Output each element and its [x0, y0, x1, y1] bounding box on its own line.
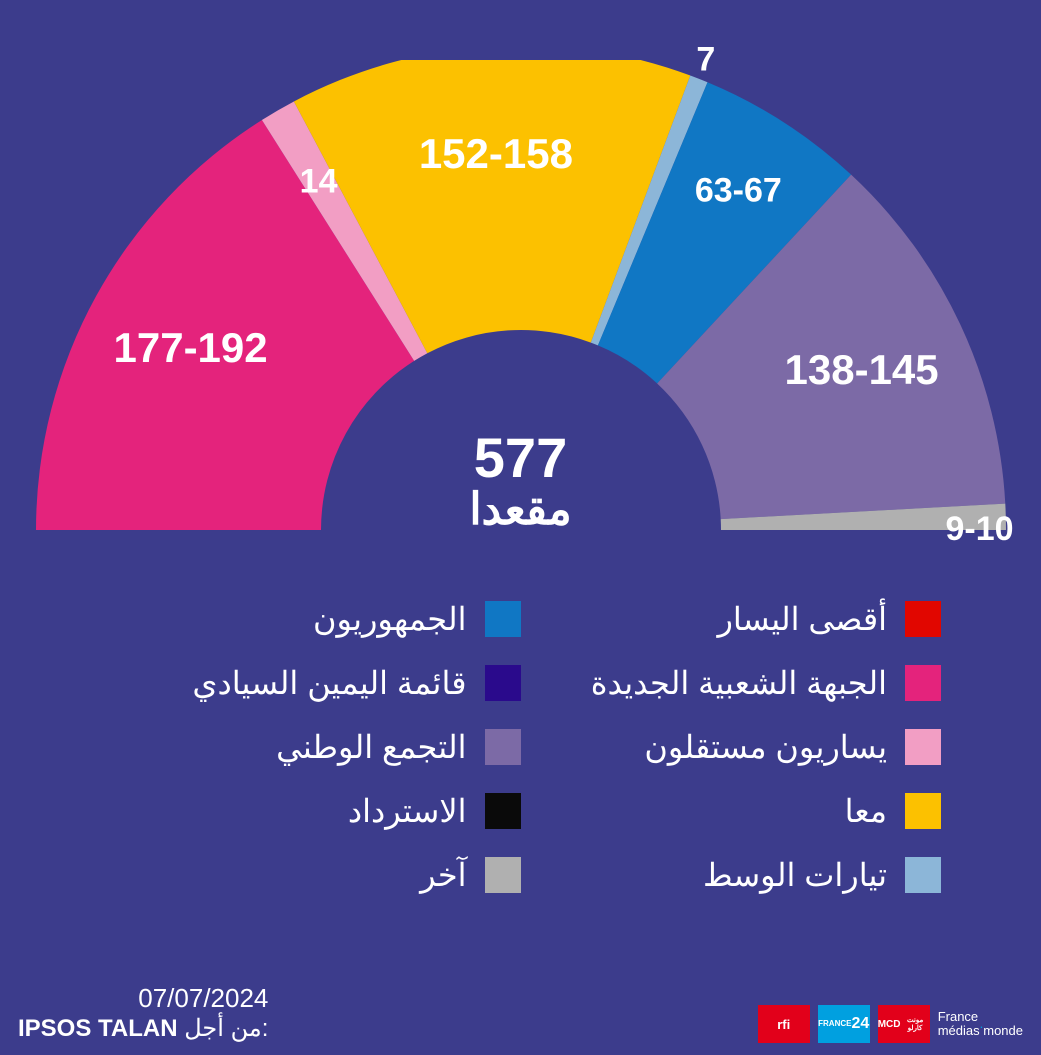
legend-label: تيارات الوسط [703, 856, 887, 894]
footer-source: IPSOS TALAN من أجل: [18, 1014, 268, 1043]
legend-item: أقصى اليسار [521, 600, 942, 638]
legend-item: الجبهة الشعبية الجديدة [521, 664, 942, 702]
footer: rfiFRANCE24MCDمونت كارلوFrancemédias .mo… [0, 983, 1041, 1043]
seat-label-lr: 63-67 [695, 172, 782, 211]
logo-mcd: MCDمونت كارلو [878, 1005, 930, 1043]
legend-label: يساريون مستقلون [644, 728, 887, 766]
legend-item: تيارات الوسط [521, 856, 942, 894]
legend-item: معا [521, 792, 942, 830]
logo-fmm: Francemédias .monde [938, 1005, 1023, 1043]
legend: أقصى اليسار الجبهة الشعبية الجديدة يساريون… [0, 600, 1041, 894]
footer-date: 07/07/2024 [18, 983, 268, 1014]
legend-label: الجمهوريون [313, 600, 466, 638]
total-seats-number: 577 [469, 430, 571, 486]
legend-swatch [485, 857, 521, 893]
legend-swatch [905, 793, 941, 829]
parliament-chart: 577 مقعدا 177-19214152-158763-67138-1459… [36, 60, 1006, 560]
legend-label: آخر [420, 856, 466, 894]
legend-swatch [485, 665, 521, 701]
legend-item: آخر [100, 856, 521, 894]
legend-item: التجمع الوطني [100, 728, 521, 766]
logo-f24: FRANCE24 [818, 1005, 870, 1043]
seat-label-rn: 138-145 [785, 346, 939, 394]
legend-swatch [485, 793, 521, 829]
legend-item: الجمهوريون [100, 600, 521, 638]
legend-item: يساريون مستقلون [521, 728, 942, 766]
legend-swatch [905, 857, 941, 893]
footer-attribution: 07/07/2024 IPSOS TALAN من أجل: [18, 983, 268, 1043]
total-seats-word: مقعدا [469, 486, 571, 534]
seat-label-other: 9-10 [946, 510, 1014, 549]
seat-label-centrists: 7 [696, 41, 715, 80]
seat-label-nfp: 177-192 [113, 324, 267, 372]
legend-column-0: أقصى اليسار الجبهة الشعبية الجديدة يساريون… [521, 600, 942, 894]
legend-swatch [905, 729, 941, 765]
legend-label: معا [845, 792, 887, 830]
footer-logos: rfiFRANCE24MCDمونت كارلوFrancemédias .mo… [758, 1005, 1023, 1043]
seat-label-ind_left: 14 [300, 162, 338, 201]
legend-label: قائمة اليمين السيادي [192, 664, 466, 702]
legend-label: التجمع الوطني [276, 728, 466, 766]
legend-swatch [905, 665, 941, 701]
logo-rfi: rfi [758, 1005, 810, 1043]
legend-swatch [485, 729, 521, 765]
chart-center: 577 مقعدا [469, 430, 571, 534]
seat-label-ensemble: 152-158 [419, 130, 573, 178]
legend-swatch [485, 601, 521, 637]
legend-swatch [905, 601, 941, 637]
legend-label: الاسترداد [348, 792, 467, 830]
legend-item: قائمة اليمين السيادي [100, 664, 521, 702]
legend-label: الجبهة الشعبية الجديدة [591, 664, 887, 702]
legend-column-1: الجمهوريون قائمة اليمين السيادي التجمع الو… [100, 600, 521, 894]
legend-item: الاسترداد [100, 792, 521, 830]
legend-label: أقصى اليسار [717, 600, 887, 638]
